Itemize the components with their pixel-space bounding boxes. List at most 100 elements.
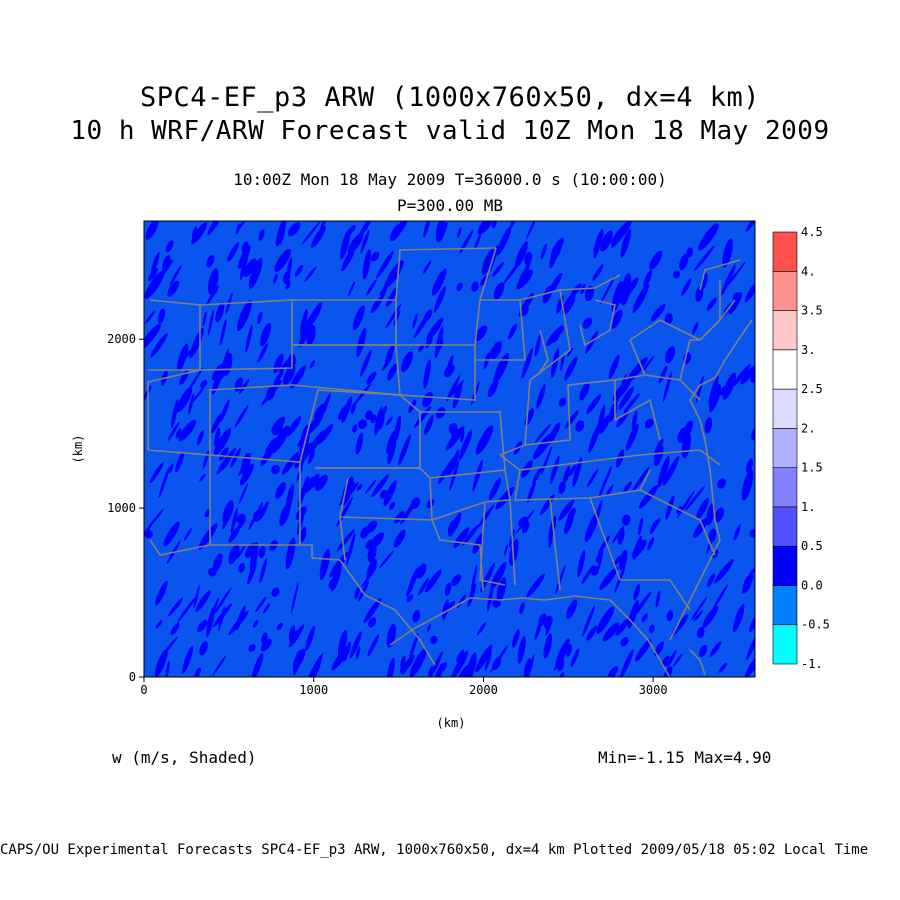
- downdraft-streak: [145, 221, 159, 240]
- downdraft-streak: [309, 360, 315, 369]
- downdraft-streak: [412, 313, 418, 329]
- downdraft-streak: [696, 497, 709, 520]
- downdraft-streak: [338, 405, 348, 420]
- downdraft-streak: [439, 338, 444, 349]
- downdraft-streak: [215, 302, 225, 323]
- downdraft-streak: [279, 222, 286, 245]
- downdraft-streak: [695, 286, 704, 302]
- downdraft-streak: [545, 620, 552, 636]
- downdraft-streak: [294, 264, 304, 277]
- downdraft-streak: [503, 544, 509, 557]
- downdraft-streak: [238, 563, 246, 573]
- downdraft-streak: [717, 478, 727, 489]
- downdraft-streak: [564, 356, 578, 381]
- downdraft-streak: [406, 567, 419, 598]
- downdraft-streak: [662, 455, 680, 486]
- downdraft-streak: [519, 602, 525, 614]
- downdraft-streak: [615, 374, 627, 405]
- downdraft-streak: [378, 414, 385, 430]
- downdraft-streak: [475, 644, 493, 673]
- downdraft-streak: [245, 324, 253, 353]
- downdraft-streak: [679, 253, 689, 271]
- downdraft-streak: [222, 500, 234, 524]
- downdraft-streak: [416, 563, 427, 579]
- credit-line: CAPS/OU Experimental Forecasts SPC4-EF_p…: [0, 842, 869, 858]
- downdraft-streak: [620, 228, 632, 258]
- downdraft-streak: [244, 542, 258, 558]
- downdraft-streak: [746, 631, 755, 661]
- downdraft-streak: [354, 587, 360, 599]
- downdraft-streak: [562, 465, 571, 484]
- downdraft-streak: [183, 349, 191, 361]
- downdraft-streak: [371, 474, 389, 498]
- downdraft-streak: [370, 251, 380, 262]
- downdraft-streak: [665, 495, 675, 520]
- downdraft-streak: [258, 501, 269, 521]
- downdraft-streak: [579, 382, 590, 401]
- downdraft-streak: [370, 297, 382, 314]
- min-max-label: Min=-1.15 Max=4.90: [598, 748, 772, 767]
- downdraft-streak: [525, 654, 535, 677]
- downdraft-streak: [401, 654, 415, 673]
- downdraft-streak: [721, 264, 736, 296]
- downdraft-streak: [295, 506, 307, 521]
- downdraft-streak: [418, 344, 425, 353]
- downdraft-streak: [558, 397, 567, 407]
- downdraft-streak: [447, 520, 456, 537]
- downdraft-streak: [426, 623, 432, 632]
- downdraft-streak: [575, 420, 585, 432]
- downdraft-streak: [227, 242, 240, 262]
- downdraft-streak: [406, 594, 414, 603]
- downdraft-streak: [712, 584, 728, 610]
- colorbar-bin: [772, 624, 798, 665]
- downdraft-streak: [385, 287, 398, 307]
- downdraft-streak: [260, 638, 272, 652]
- downdraft-streak: [263, 602, 271, 614]
- downdraft-streak: [555, 564, 566, 595]
- colorbar-bin: [772, 231, 798, 272]
- downdraft-streak: [258, 545, 266, 559]
- downdraft-streak: [585, 330, 599, 354]
- downdraft-streak: [445, 600, 456, 613]
- downdraft-streak: [167, 280, 180, 297]
- downdraft-streak: [671, 614, 689, 636]
- downdraft-streak: [155, 580, 168, 606]
- x-tick-label: 3000: [639, 683, 668, 697]
- downdraft-streak: [383, 480, 397, 507]
- downdraft-streak: [472, 459, 483, 492]
- downdraft-streak: [514, 241, 528, 269]
- downdraft-streak: [702, 605, 719, 628]
- downdraft-streak: [434, 326, 444, 359]
- downdraft-streak: [598, 475, 608, 498]
- downdraft-streak: [598, 415, 610, 434]
- downdraft-streak: [693, 517, 709, 538]
- downdraft-streak: [311, 225, 326, 248]
- downdraft-streak: [526, 480, 536, 503]
- downdraft-streak: [565, 410, 579, 429]
- downdraft-streak: [618, 549, 628, 571]
- downdraft-streak: [749, 529, 755, 538]
- downdraft-streak: [517, 635, 526, 664]
- downdraft-streak: [423, 359, 431, 389]
- downdraft-streak: [423, 309, 433, 322]
- downdraft-streak: [385, 303, 402, 329]
- downdraft-streak: [259, 558, 267, 584]
- downdraft-streak: [595, 552, 603, 563]
- downdraft-streak: [199, 641, 208, 656]
- downdraft-streak: [385, 344, 395, 365]
- downdraft-streak: [200, 379, 208, 389]
- downdraft-streak: [177, 343, 189, 372]
- downdraft-streak: [467, 583, 477, 608]
- downdraft-streak: [725, 261, 746, 288]
- downdraft-streak: [446, 375, 461, 402]
- downdraft-streak: [470, 564, 478, 594]
- downdraft-streak: [287, 222, 301, 237]
- downdraft-streak: [582, 605, 595, 637]
- downdraft-streak: [707, 573, 716, 588]
- downdraft-streak: [158, 466, 170, 499]
- downdraft-streak: [492, 262, 504, 277]
- downdraft-streak: [282, 365, 296, 386]
- downdraft-streak: [366, 558, 377, 579]
- downdraft-streak: [462, 524, 480, 546]
- downdraft-streak: [546, 326, 562, 347]
